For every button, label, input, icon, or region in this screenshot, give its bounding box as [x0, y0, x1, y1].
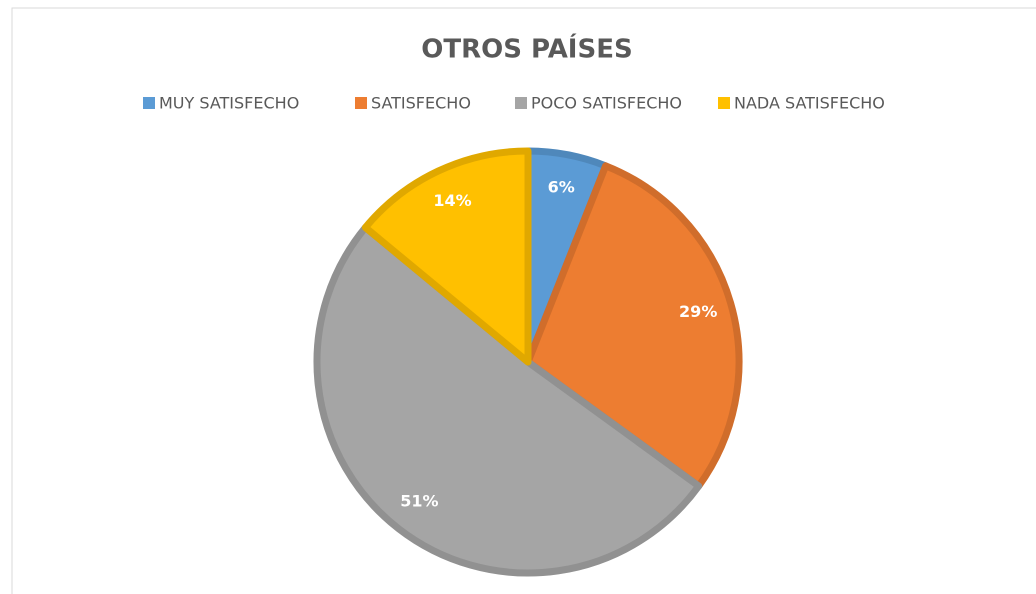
data-label: 6%	[548, 177, 575, 196]
legend-swatch	[718, 97, 730, 109]
chart-title: OTROS PAÍSES	[421, 33, 632, 65]
data-label: 51%	[400, 492, 438, 511]
legend-label: POCO SATISFECHO	[531, 94, 682, 113]
legend-label: NADA SATISFECHO	[734, 94, 885, 113]
legend-swatch	[355, 97, 367, 109]
slice-edge	[313, 224, 703, 577]
legend-swatch	[143, 97, 155, 109]
slice-edge	[524, 162, 743, 490]
pie-slice	[361, 147, 532, 366]
pie-slice	[524, 162, 743, 490]
legend-label: SATISFECHO	[371, 94, 471, 113]
legend-swatch	[515, 97, 527, 109]
legend-label: MUY SATISFECHO	[159, 94, 299, 113]
slice-edge	[361, 147, 532, 366]
pie-slice	[313, 224, 703, 577]
data-label: 14%	[433, 191, 471, 210]
data-label: 29%	[679, 302, 717, 321]
